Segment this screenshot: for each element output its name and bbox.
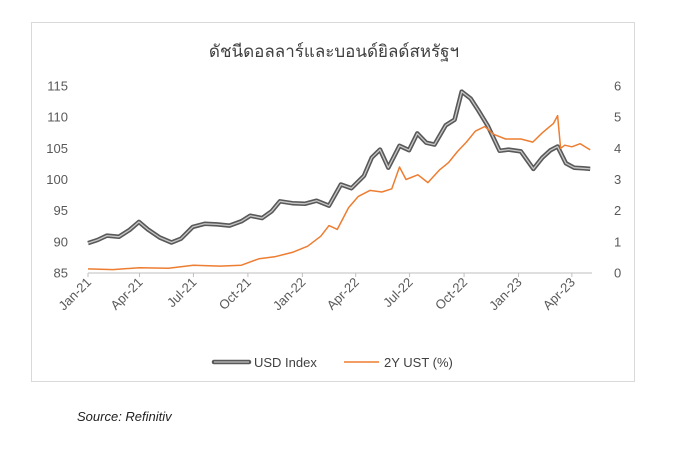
- right-tick-label: 4: [614, 141, 621, 156]
- chart-frame: ดัชนีดอลลาร์และบอนด์ยิลด์สหรัฐฯ 85 90 95 10…: [31, 22, 635, 382]
- left-tick-label: 110: [47, 110, 68, 125]
- x-tick-label: Apr-23: [540, 275, 578, 313]
- right-axis-ticks: 0 1 2 3 4 5 6: [614, 79, 621, 281]
- left-tick-label: 115: [47, 79, 68, 94]
- series-line-usd-index: [87, 90, 591, 244]
- legend-label-usd-index: USD Index: [254, 355, 317, 370]
- left-tick-label: 90: [54, 234, 68, 249]
- left-tick-label: 95: [54, 203, 68, 218]
- source-note: Source: Refinitiv: [77, 409, 172, 424]
- right-tick-label: 5: [614, 110, 621, 125]
- right-tick-label: 6: [614, 79, 621, 94]
- x-tick-label: Apr-21: [107, 275, 145, 313]
- series-line-2y-ust: [87, 114, 591, 271]
- x-axis-ticks: Jan-21 Apr-21 Jul-21 Oct-21 Jan-22 Apr-22 Jul-…: [55, 273, 578, 313]
- x-tick-label: Jul-21: [164, 275, 200, 311]
- left-tick-label: 100: [46, 172, 68, 187]
- x-tick-label: Oct-21: [216, 275, 254, 313]
- left-tick-label: 85: [54, 266, 68, 281]
- chart-svg: ดัชนีดอลลาร์และบอนด์ยิลด์สหรัฐฯ 85909510…: [46, 42, 621, 370]
- right-tick-label: 3: [614, 172, 621, 187]
- right-tick-label: 1: [614, 234, 621, 249]
- x-tick-label: Jul-22: [380, 275, 416, 311]
- left-axis-ticks: 85 90 95 100 105 110 115: [46, 79, 68, 281]
- x-tick-label: Apr-22: [324, 275, 362, 313]
- series-line-usd-index-outline: [87, 89, 591, 246]
- x-tick-label: Jan-22: [270, 275, 309, 314]
- left-tick-label: 105: [46, 141, 68, 156]
- legend: USD Index 2Y UST (%): [211, 355, 453, 370]
- chart-title: ดัชนีดอลลาร์และบอนด์ยิลด์สหรัฐฯ: [209, 42, 459, 62]
- x-tick-label: Jan-23: [486, 275, 525, 314]
- x-tick-label: Oct-22: [432, 275, 470, 313]
- legend-label-2y-ust: 2Y UST (%): [384, 355, 453, 370]
- series-layer: [87, 89, 591, 271]
- right-tick-label: 2: [614, 203, 621, 218]
- right-tick-label: 0: [614, 266, 621, 281]
